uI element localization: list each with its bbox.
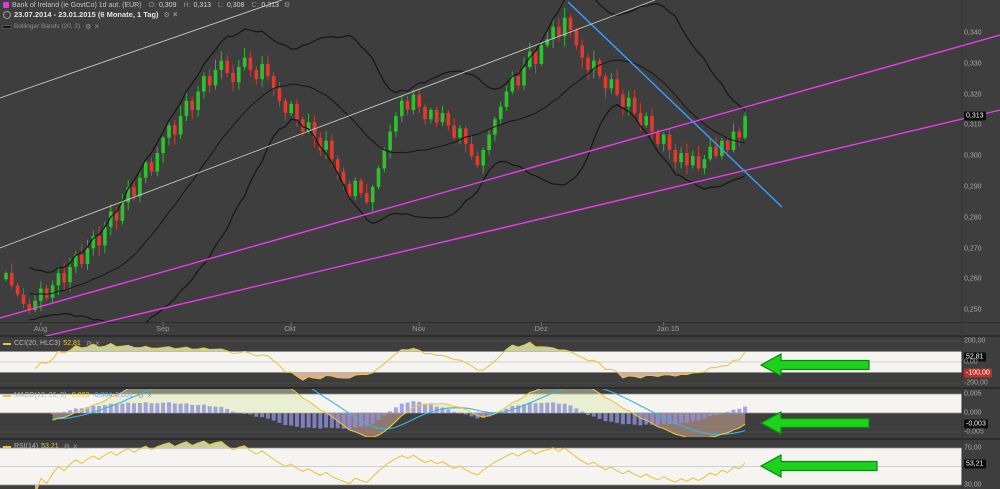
rsi-signal-arrow[interactable] — [759, 453, 878, 479]
period-text: 23.07.2014 - 23.01.2015 (6 Monate, 1 Tag… — [14, 10, 159, 19]
open-label: O: — [148, 1, 156, 9]
bollinger-upper-band — [29, 0, 746, 274]
overlay-gear-icon[interactable]: ⚙ — [85, 23, 92, 31]
cci-signal-arrow[interactable] — [759, 352, 870, 378]
bollinger-middle-band — [29, 59, 746, 296]
clock-icon — [3, 10, 11, 19]
cci-value: 52,81 — [63, 340, 81, 347]
steep-gray-channel-trendline[interactable] — [0, 0, 283, 99]
rsi-header: RSI(14) 53,21 ⚙ × — [3, 442, 78, 451]
long-gray-channel-trendline[interactable] — [0, 0, 656, 249]
rsi-close-icon[interactable]: × — [72, 442, 78, 451]
macd-close-icon[interactable]: × — [147, 391, 152, 400]
candlesticks — [4, 7, 747, 314]
channel-upper-magenta-trendline[interactable] — [0, 34, 1000, 319]
period-gear-icon[interactable]: ⚙ — [163, 11, 170, 19]
macd-histogram — [50, 401, 748, 430]
overlay-label: Bollinger Bands (20, 2) — [14, 23, 81, 30]
cci-overbought-fill — [35, 342, 746, 352]
rsi-swatch-icon — [3, 445, 11, 448]
close-value: 0,313 — [261, 1, 279, 9]
bollinger-swatch-icon — [2, 24, 12, 29]
macd-value: -0,003 — [69, 392, 90, 399]
macd-signal-line — [52, 389, 746, 435]
rsi-gear-icon[interactable]: ⚙ — [63, 443, 70, 451]
low-label: L: — [218, 1, 224, 9]
rsi-overbought-fill — [35, 441, 746, 448]
cci-swatch-icon — [3, 342, 11, 345]
cci-line — [34, 341, 746, 381]
rsi-value: 53,21 — [41, 443, 59, 450]
overlay-header: Bollinger Bands (20, 2) ⚙ × — [2, 22, 100, 31]
bollinger-lower-band — [29, 104, 746, 323]
channel-lower-magenta-trendline[interactable] — [0, 109, 1000, 347]
instrument-gear-icon[interactable]: ⚙ — [283, 2, 291, 9]
macd-gear-icon[interactable]: ⚙ — [137, 392, 145, 400]
macd-title: MACD(12, 26, 9) — [14, 392, 67, 399]
rsi-line — [36, 440, 746, 489]
period-close-icon[interactable]: × — [172, 10, 178, 19]
macd-swatch-icon — [3, 394, 11, 397]
cci-header: CCI(20, HLC3) 52,81 ⚙ × — [3, 339, 100, 348]
close-label: C: — [251, 1, 259, 9]
cci-gear-icon[interactable]: ⚙ — [85, 340, 93, 348]
high-label: H: — [183, 1, 191, 9]
open-value: 0,309 — [158, 1, 177, 9]
macd-signal-value: -0,004 — [92, 392, 113, 399]
macd-hist-value: 0,001 — [115, 392, 133, 399]
rsi-title: RSI(14) — [14, 443, 39, 450]
period-header: 23.07.2014 - 23.01.2015 (6 Monate, 1 Tag… — [3, 10, 177, 19]
macd-zone — [0, 394, 962, 413]
cci-title: CCI(20, HLC3) — [14, 340, 61, 347]
high-value: 0,313 — [193, 1, 212, 9]
macd-signal-arrow[interactable] — [759, 410, 870, 436]
bollinger-bands — [29, 0, 746, 323]
instrument-header: Bank of Ireland (ie GovtCo) 1d aut. (EUR… — [3, 1, 290, 9]
instrument-name: Bank of Ireland (ie GovtCo) 1d aut. (EUR… — [12, 1, 142, 9]
low-value: 0,308 — [226, 1, 245, 9]
resistance-blue-trendline[interactable] — [567, 1, 783, 208]
instrument-icon — [3, 2, 9, 8]
macd-header: MACD(12, 26, 9) -0,003 -0,004 0,001 ⚙ × — [3, 391, 152, 400]
overlay-close-icon[interactable]: × — [94, 22, 100, 31]
macd-line — [52, 389, 746, 437]
cci-close-icon[interactable]: × — [95, 339, 100, 348]
cci-oversold-fill — [35, 372, 746, 381]
